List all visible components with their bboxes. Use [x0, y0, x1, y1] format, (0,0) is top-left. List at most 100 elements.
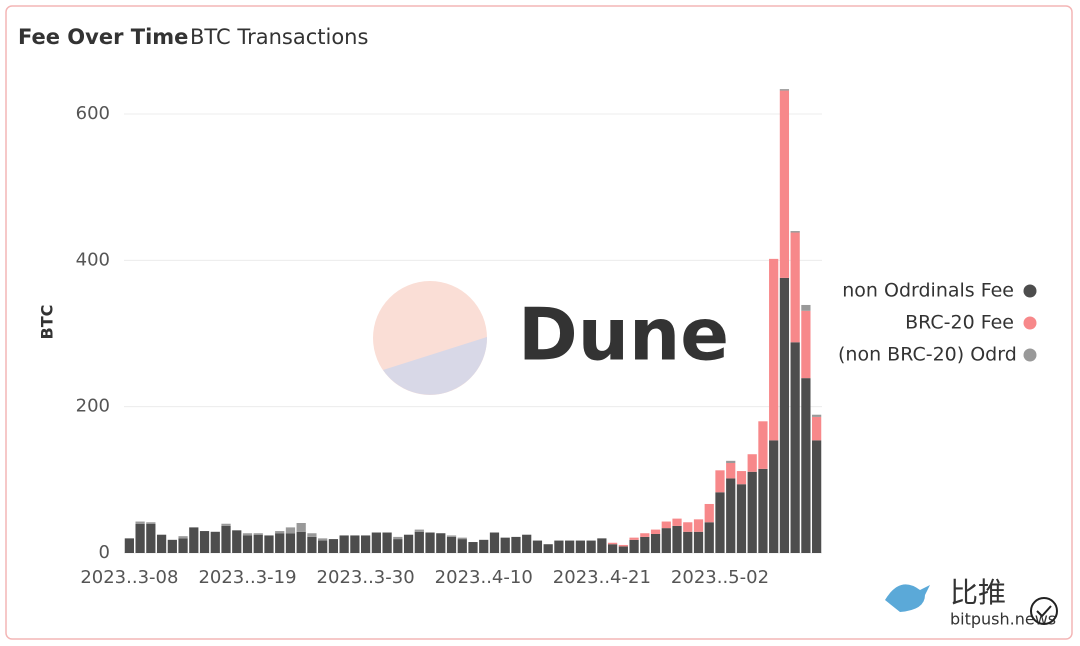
bar-segment [285, 533, 296, 553]
bar-segment [726, 478, 736, 553]
bar-segment [221, 523, 231, 526]
bar-segment [296, 523, 306, 532]
bar-segment [393, 539, 403, 553]
x-tick-label: 2023..5-02 [671, 567, 769, 588]
bird-icon [885, 584, 930, 612]
x-tick-label: 2023..3-30 [317, 567, 415, 588]
bar-segment [779, 90, 790, 278]
bar-segment [382, 532, 392, 553]
bar-segment [650, 529, 661, 534]
bar-segment [618, 546, 628, 553]
bar-segment [479, 539, 489, 553]
bar-segment [489, 532, 500, 553]
legend-swatch [1023, 316, 1037, 330]
bar-segment [747, 471, 757, 553]
bar-segment [285, 527, 296, 534]
bar-segment [360, 535, 371, 553]
legend-label: BRC-20 Fee [905, 312, 1014, 334]
x-tick-label: 2023..4-21 [553, 567, 651, 588]
check-icon [1036, 605, 1052, 618]
bar-segment [801, 310, 811, 379]
bar-segment [425, 532, 435, 553]
x-tick-label: 2023..3-19 [198, 567, 296, 588]
x-tick-label: 2023..3-08 [80, 567, 178, 588]
check-icon [1030, 597, 1058, 625]
bar-segment [371, 532, 381, 553]
bar-segment [726, 463, 736, 479]
bar-segment [565, 540, 575, 553]
bar-segment [672, 518, 682, 526]
bar-segment [275, 533, 285, 553]
y-tick-label: 200 [76, 396, 110, 417]
dune-logo [373, 281, 488, 395]
bar-segment [618, 544, 628, 547]
bar-segment [769, 440, 779, 553]
bar-segment [790, 231, 800, 233]
y-axis-label: BTC [38, 305, 57, 340]
bar-segment [575, 540, 586, 553]
chart-subtitle: BTC Transactions [190, 25, 368, 49]
bar-segment [156, 534, 167, 553]
bar-segment [747, 454, 757, 472]
bar-segment [779, 277, 790, 553]
bar-segment [597, 538, 607, 553]
bar-segment [124, 538, 134, 553]
bar-segment [661, 528, 671, 553]
bar-segment [318, 538, 328, 541]
bar-segment [586, 540, 596, 553]
bar-segment [790, 232, 800, 343]
bar-segment [629, 539, 639, 553]
bar-segment [339, 535, 349, 553]
bar-segment [801, 378, 811, 553]
bar-segment [307, 536, 317, 553]
bar-segment [736, 471, 747, 485]
bar-segment [640, 533, 650, 537]
bar-segment [264, 535, 274, 553]
bar-segment [812, 440, 822, 553]
bar-segment [457, 539, 467, 553]
bar-segment [446, 536, 457, 553]
bar-segment [683, 522, 693, 532]
bar-segment [801, 304, 811, 311]
bar-segment [414, 531, 424, 553]
bar-segment [554, 540, 564, 553]
bar-segment [693, 531, 704, 553]
bar-segment [522, 534, 532, 553]
bar-segment [511, 536, 521, 553]
bar-segment [178, 536, 188, 539]
bar-segment [640, 536, 650, 553]
x-tick-label: 2023..4-10 [435, 567, 533, 588]
bar-segment [650, 533, 661, 553]
y-tick-label: 400 [76, 249, 110, 270]
bar-segment [736, 484, 747, 553]
bar-segment [532, 540, 543, 553]
bar-segment [607, 544, 618, 553]
bar-segment [232, 530, 242, 553]
bar-segment [715, 492, 725, 553]
bar-segment [350, 535, 360, 553]
bar-segment [758, 468, 768, 553]
bar-segment [242, 533, 253, 536]
bar-segment [307, 533, 317, 537]
bar-segment [446, 535, 457, 537]
bar-segment [135, 521, 145, 524]
watermark: 比推 [950, 576, 1006, 609]
bar-segment [275, 531, 285, 534]
bar-segment [242, 535, 253, 553]
bar-segment [629, 537, 639, 540]
bar-segment [328, 539, 339, 553]
legend: non Odrdinals Fee BRC-20 Fee (non BRC-20) … [838, 280, 1016, 366]
bar-segment [704, 503, 714, 523]
bar-segment [436, 533, 446, 553]
bar-segment [221, 525, 231, 553]
bar-segment [758, 421, 768, 469]
bar-segment [146, 522, 156, 524]
bar-segment [779, 89, 790, 91]
bar-segment [790, 342, 800, 553]
bar-segment [393, 536, 403, 540]
bar-segment [403, 534, 414, 553]
bar-segment [457, 537, 467, 540]
bar-segment [296, 531, 306, 553]
bar-segment [253, 534, 263, 553]
